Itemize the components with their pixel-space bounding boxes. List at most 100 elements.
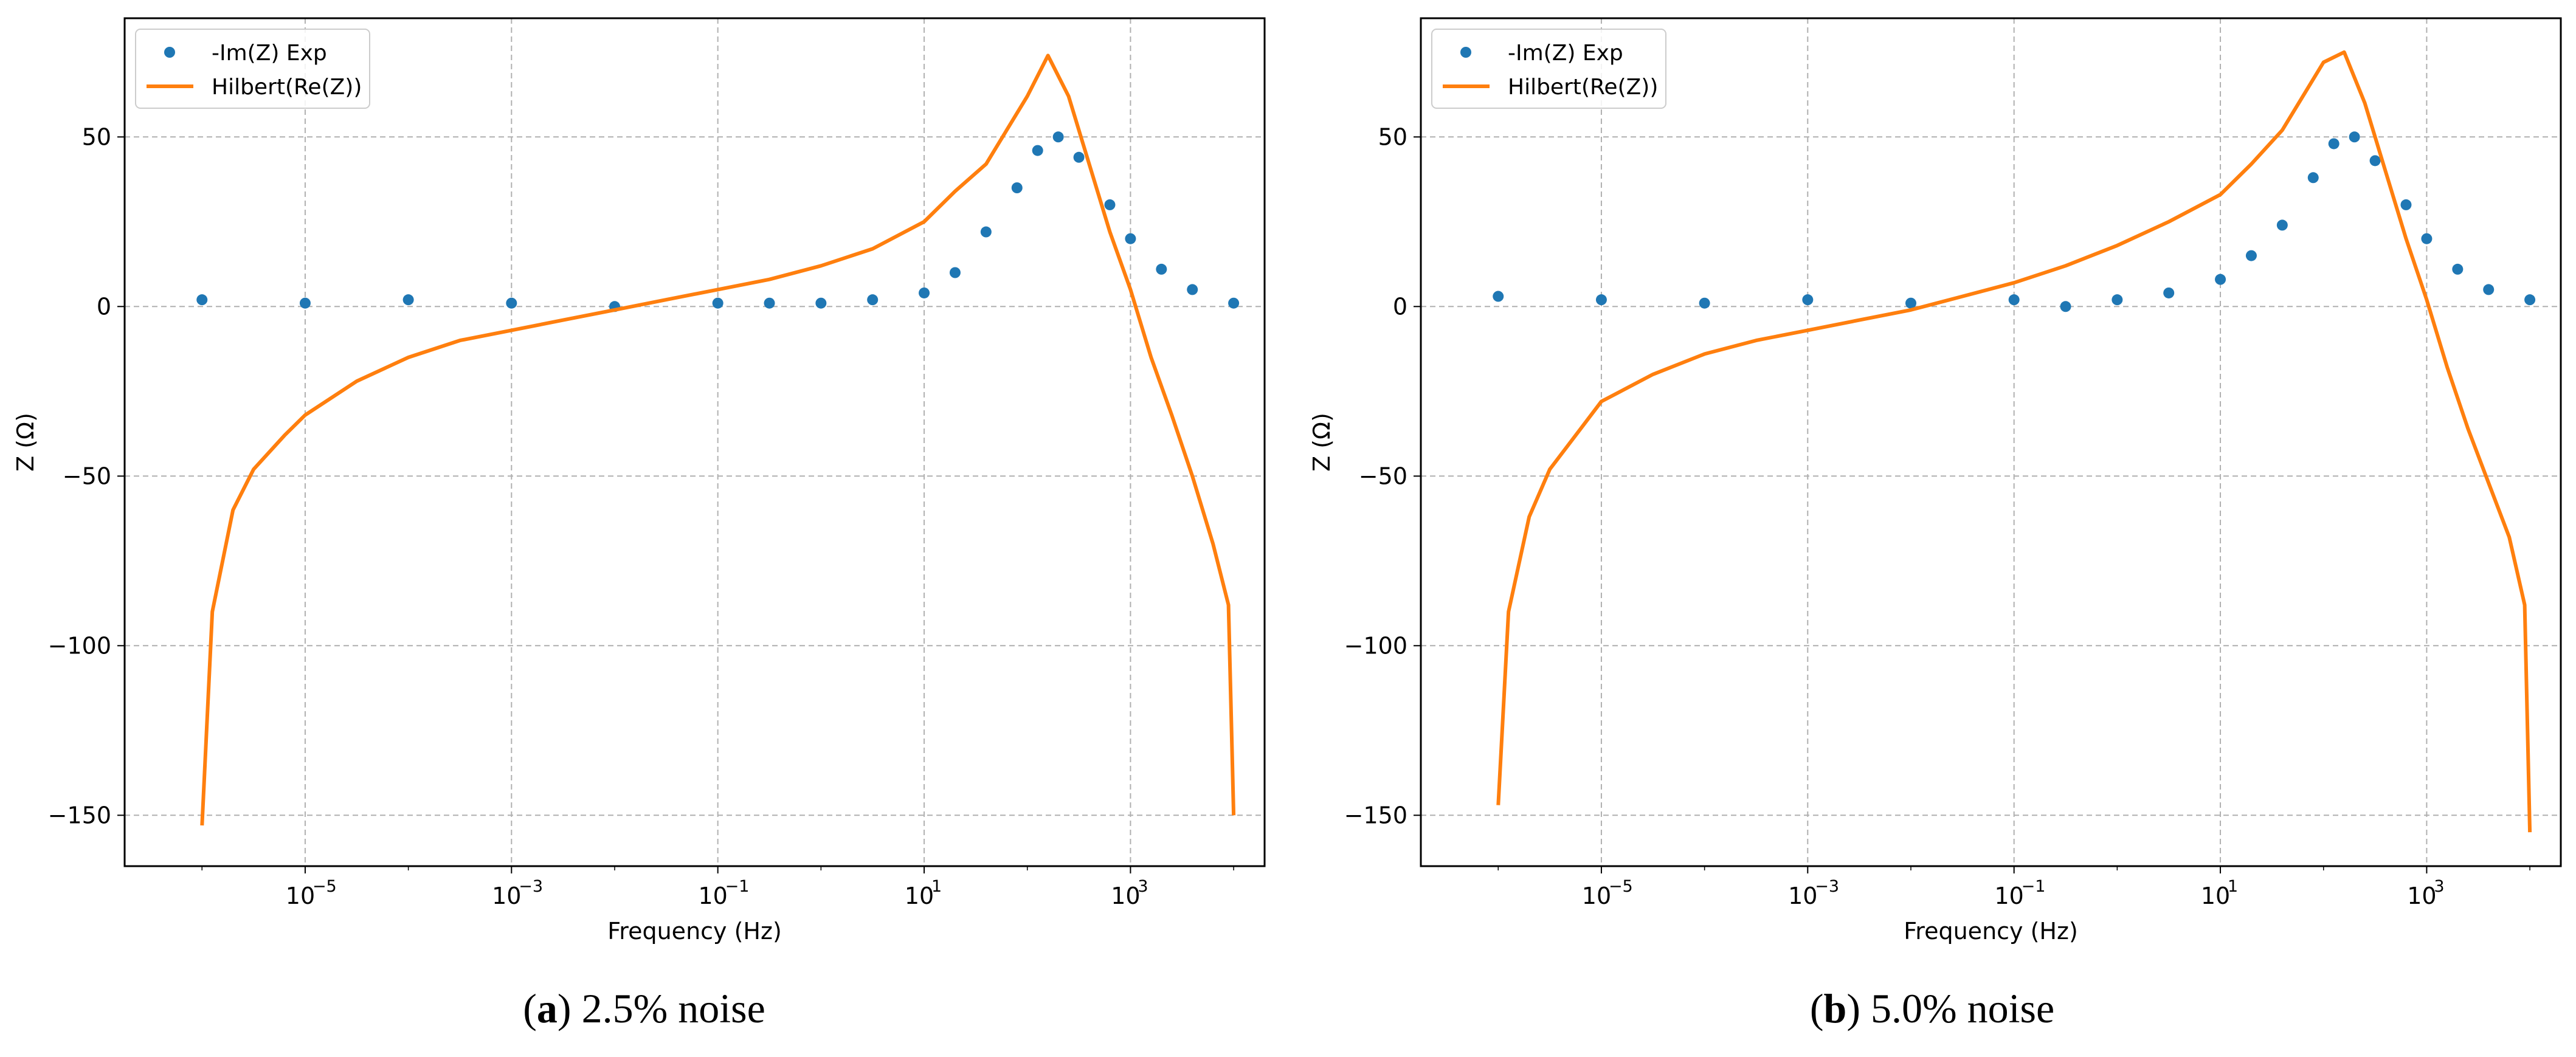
grid [1421,18,2561,866]
exp-point [2276,219,2288,231]
legend: -Im(Z) Exp Hilbert(Re(Z)) [135,29,370,109]
exp-point [2421,233,2433,244]
x-tick-label: 10 [1788,883,1817,909]
exp-point [1187,284,1198,295]
exp-point [1073,151,1085,163]
hilbert-line [200,53,1236,826]
legend: -Im(Z) Exp Hilbert(Re(Z)) [1431,29,1666,109]
exp-point [2245,250,2257,261]
plot-area [1493,50,2536,833]
exp-point [299,297,311,309]
x-tick-label: 10 [1111,883,1140,909]
exp-point [1104,199,1116,210]
y-tick-label: −50 [63,463,111,489]
exp-point [1699,297,1710,309]
exp-point [2328,138,2339,150]
x-tick-exponent: −3 [519,877,543,896]
exp-point [2369,155,2381,167]
exp-point [2483,284,2495,295]
legend-marker-swatch [164,47,175,58]
legend-label: Hilbert(Re(Z)) [1508,75,1658,100]
plot-area [196,53,1240,826]
caption-a-text: 2.5% noise [581,985,765,1031]
x-axis-label: Frequency (Hz) [607,918,782,945]
y-tick-label: −100 [48,632,111,659]
exp-point [2452,263,2464,275]
x-tick-exponent: 3 [1138,877,1148,896]
x-tick-label: 10 [286,883,315,909]
exp-point [1156,263,1167,275]
x-tick-exponent: −1 [725,877,750,896]
y-tick-label: 0 [1393,293,1407,320]
exp-point [2349,131,2360,143]
exp-point [402,294,414,306]
y-axis-label: Z (Ω) [12,413,39,472]
exp-point [764,297,775,309]
y-tick-label: −150 [1344,802,1407,828]
axes-frame [123,17,1266,867]
x-tick-exponent: 1 [2228,877,2238,896]
x-tick-exponent: 1 [931,877,942,896]
exp-point [712,297,723,309]
legend-label: -Im(Z) Exp [212,41,327,66]
exp-point [815,297,827,309]
y-axis-label: Z (Ω) [1308,413,1335,472]
exp-point [1493,291,1504,302]
legend-marker-swatch [1460,47,1471,58]
hilbert-line [1496,50,2532,833]
exp-point [1802,294,1814,306]
caption-b: (b) 5.0% noise [1809,985,2055,1031]
exp-point [2307,172,2319,184]
exp-point [1125,233,1136,244]
x-tick-label: 10 [698,883,727,909]
x-tick-exponent: −3 [1815,877,1839,896]
grid [125,18,1265,866]
exp-point [2215,274,2226,285]
exp-point [1032,145,1043,156]
y-tick-label: −50 [1359,463,1407,489]
exp-point [1905,297,1916,309]
axes-frame [1420,17,2562,867]
x-tick-exponent: −1 [2022,877,2046,896]
y-tick-label: 0 [97,293,111,320]
legend-box [135,29,370,109]
exp-point [2112,294,2123,306]
x-tick-label: 10 [1994,883,2023,909]
y-tick-label: 50 [1378,123,1407,150]
x-tick-exponent: 3 [2434,877,2444,896]
exp-point [2163,287,2175,298]
y-tick-label: −100 [1344,632,1407,659]
exp-point [2400,199,2412,210]
caption-a: (a) 2.5% noise [523,985,765,1031]
caption-b-label: b [1823,985,1847,1031]
y-tick-label: 50 [82,123,111,150]
caption-a-label: a [536,985,558,1031]
exp-point [867,294,879,306]
exp-point [2008,294,2020,306]
x-tick-label: 10 [1582,883,1611,909]
exp-point [506,297,517,309]
exp-point [1011,182,1023,193]
exp-point [1052,131,1064,143]
exp-point [196,294,208,306]
legend-box [1431,29,1666,109]
legend-label: -Im(Z) Exp [1508,41,1623,66]
x-tick-label: 10 [905,883,934,909]
x-tick-label: 10 [2201,883,2230,909]
exp-point [980,226,992,238]
caption-b-text: 5.0% noise [1870,985,2055,1031]
legend-label: Hilbert(Re(Z)) [212,75,362,100]
x-tick-exponent: −5 [313,877,337,896]
exp-point [2060,301,2071,312]
exp-point [1228,297,1240,309]
exp-point [949,267,961,278]
x-tick-label: 10 [2407,883,2436,909]
y-tick-label: −150 [48,802,111,828]
exp-point [1595,294,1607,306]
x-tick-exponent: −5 [1609,877,1633,896]
exp-point [919,287,930,298]
exp-point [2524,294,2536,306]
